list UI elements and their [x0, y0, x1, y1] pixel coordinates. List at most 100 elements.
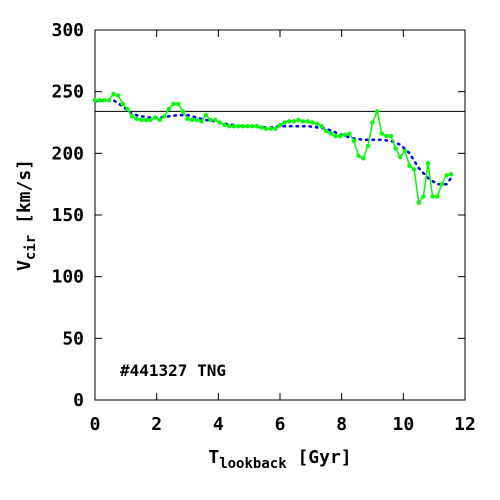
x-tick-label: 6 — [275, 414, 286, 435]
series-point — [398, 154, 403, 160]
x-tick-label: 10 — [392, 414, 414, 435]
series-point — [314, 121, 320, 126]
series-point — [106, 98, 112, 103]
series-point — [236, 124, 241, 129]
series-point — [333, 133, 338, 139]
series-point — [263, 126, 269, 131]
y-tick-label: 300 — [51, 20, 84, 41]
x-tick-label: 4 — [213, 414, 224, 435]
x-tick-label: 2 — [151, 414, 162, 435]
series-point — [115, 93, 121, 98]
series-point — [393, 146, 398, 151]
series-point — [342, 132, 347, 137]
plot-area — [94, 29, 466, 401]
series-point — [203, 112, 209, 118]
galaxy-id-annotation: #441327 TNG — [120, 361, 226, 380]
series-point — [157, 117, 162, 123]
series-point — [240, 124, 246, 129]
series-point — [194, 117, 199, 123]
series-point — [102, 98, 107, 103]
y-tick-label: 150 — [51, 205, 84, 226]
series-point — [259, 125, 264, 130]
series-point — [402, 148, 408, 154]
series-point — [351, 138, 357, 144]
y-tick-label: 50 — [62, 328, 84, 349]
series-point — [365, 143, 371, 149]
series-point — [139, 117, 144, 123]
y-axis-sub: cir — [23, 235, 39, 260]
series-point — [273, 126, 278, 131]
series-layer — [92, 91, 465, 205]
series-point — [416, 200, 421, 205]
series-point — [213, 117, 218, 123]
series-point — [305, 119, 310, 124]
series-point — [208, 117, 213, 123]
series-point — [421, 194, 426, 199]
y-tick-label: 0 — [73, 390, 84, 411]
x-tick-label: 0 — [90, 414, 101, 435]
series-point — [448, 172, 454, 177]
x-axis-unit: [Gyr] — [287, 447, 352, 468]
series-point — [444, 173, 449, 178]
series-point — [411, 167, 417, 172]
x-tick-label: 8 — [336, 414, 347, 435]
series-point — [166, 106, 172, 112]
y-axis-title: Vcir [km/s] — [14, 159, 39, 271]
series-point — [370, 120, 375, 125]
y-tick-label: 250 — [51, 82, 84, 103]
series-point — [245, 124, 250, 129]
series-point — [337, 133, 343, 139]
series-point — [287, 119, 292, 124]
series-point — [92, 98, 98, 103]
series-point — [162, 114, 167, 119]
series-point — [180, 109, 186, 114]
series-point — [171, 101, 176, 107]
series-point — [250, 124, 255, 129]
series-point — [379, 131, 384, 136]
series-point — [310, 120, 315, 125]
series-point — [300, 119, 306, 124]
series-point — [189, 117, 195, 123]
series-point — [319, 124, 324, 129]
series-point — [226, 124, 232, 129]
series-point — [388, 133, 394, 139]
series-point — [120, 101, 126, 107]
x-tick-label: 12 — [454, 414, 476, 435]
series-point — [111, 91, 116, 97]
series-point — [328, 131, 334, 136]
series-point — [347, 131, 352, 136]
series-point — [254, 124, 260, 129]
series-point — [435, 194, 440, 199]
series-point — [291, 119, 297, 124]
series-point — [407, 163, 412, 168]
series-point — [296, 117, 301, 123]
y-tick-label: 100 — [51, 267, 84, 288]
y-axis-main: V — [14, 260, 35, 271]
series-point — [439, 182, 445, 187]
series-point — [277, 122, 283, 128]
series-point — [152, 115, 158, 120]
series-point — [199, 119, 204, 124]
series-point — [425, 161, 431, 166]
series-point — [430, 194, 435, 199]
series-point — [185, 116, 190, 122]
y-axis-unit: [km/s] — [14, 159, 35, 235]
series-point — [125, 106, 130, 112]
series-point — [148, 117, 153, 123]
series-point — [384, 133, 389, 139]
series-point — [374, 109, 380, 114]
series-point — [282, 120, 287, 125]
series-point — [356, 153, 361, 158]
series-point — [222, 122, 227, 128]
x-axis-main: T — [208, 447, 219, 468]
series-point — [324, 128, 329, 134]
x-axis-title: Tlookback [Gyr] — [208, 447, 351, 472]
series-point — [176, 101, 181, 107]
x-axis-sub: lookback — [219, 456, 287, 472]
series-point — [268, 126, 273, 131]
series-point — [129, 114, 135, 119]
y-tick-label: 200 — [51, 143, 84, 164]
series-point — [217, 120, 223, 125]
axis-ticks: 0 2 4 6 8 10 12 0 50 100 150 200 250 300 — [51, 20, 475, 435]
